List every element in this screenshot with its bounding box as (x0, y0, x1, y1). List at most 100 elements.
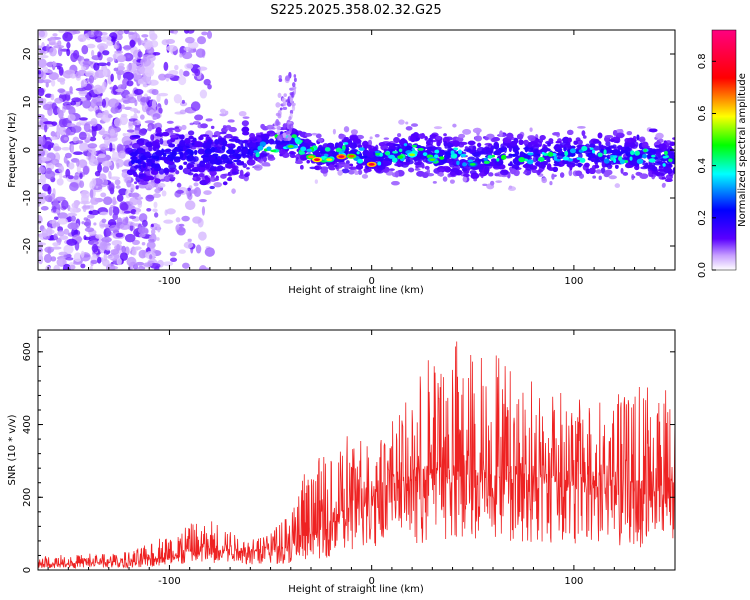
noise-blob (110, 106, 119, 114)
spectral-blob (452, 140, 460, 147)
noise-blob (193, 182, 199, 187)
spectral-blob (184, 138, 191, 144)
spectral-blob (482, 183, 488, 187)
noise-blob (38, 156, 46, 164)
noise-blob (101, 218, 107, 224)
noise-blob (129, 39, 136, 48)
noise-blob (61, 147, 71, 151)
spectrogram-y-tick-label: -20 (22, 238, 33, 254)
spectral-blob (238, 110, 247, 117)
noise-blob (140, 57, 152, 67)
spectral-blob (312, 151, 320, 157)
noise-blob (38, 54, 49, 59)
spectral-blob (146, 162, 152, 167)
noise-blob (97, 163, 102, 173)
spectral-blob (553, 145, 562, 151)
spectral-blob (437, 168, 445, 172)
noise-blob (183, 46, 192, 52)
spectral-blob (205, 118, 213, 122)
noise-blob (153, 201, 158, 209)
spectral-blob (509, 141, 518, 147)
spectral-blob-strong (487, 154, 493, 159)
noise-blob (73, 261, 83, 265)
colorbar-tick-label: 0.4 (697, 158, 708, 174)
spectral-blob (562, 136, 570, 144)
spectral-blob-strong (642, 153, 648, 159)
spectral-blob (209, 170, 217, 176)
spectral-blob-strong (377, 161, 382, 166)
noise-blob (40, 206, 49, 211)
spectral-plume (282, 106, 288, 110)
noise-blob (109, 128, 116, 136)
spectral-blob (605, 140, 611, 147)
spectral-blob (169, 176, 176, 181)
colorbar-tick-label: 0.2 (697, 210, 708, 226)
noise-blob (57, 88, 66, 93)
spectral-blob-strong (255, 152, 260, 158)
spectral-blob (192, 156, 199, 162)
noise-blob (187, 192, 193, 201)
spectral-blob (326, 142, 335, 148)
spectral-blob (555, 140, 562, 144)
noise-blob (186, 30, 195, 34)
spectral-blob (317, 138, 324, 143)
noise-blob (89, 136, 97, 142)
noise-blob (103, 196, 113, 205)
spectral-blob-strong (356, 151, 360, 155)
spectral-blob (658, 143, 667, 150)
spectrogram-y-tick-label: -10 (22, 190, 33, 206)
noise-blob (109, 224, 120, 232)
spectral-blob (189, 169, 199, 172)
spectral-blob-strong (541, 151, 545, 155)
noise-blob (157, 183, 166, 188)
noise-blob (93, 84, 103, 95)
noise-blob (206, 30, 213, 39)
spectral-blob (531, 169, 538, 174)
spectral-blob (435, 135, 442, 140)
spectral-plume (288, 116, 292, 121)
noise-blob (163, 61, 169, 72)
spectral-peak (287, 145, 294, 148)
spectral-blob (415, 165, 419, 169)
spectral-blob (168, 143, 176, 148)
spectral-blob (248, 142, 257, 148)
noise-blob (51, 218, 58, 229)
noise-blob (158, 107, 163, 114)
noise-blob (128, 118, 138, 122)
spectral-blob-strong (467, 159, 474, 163)
noise-blob (63, 244, 74, 255)
spectral-blob (328, 164, 335, 170)
spectral-blob-strong (270, 149, 277, 153)
colorbar: 0.0 0.2 0.4 0.6 0.8 Normalized spectral ampl… (697, 29, 748, 278)
spectral-blob (499, 130, 503, 138)
noise-blob (48, 47, 57, 57)
spectral-blob (641, 141, 649, 149)
spectral-blob (214, 139, 220, 145)
noise-blob (148, 79, 159, 86)
noise-blob (76, 121, 82, 127)
spectral-blob (639, 173, 649, 179)
spectral-blob-strong (374, 150, 380, 154)
noise-blob (157, 224, 161, 233)
spectral-plume (279, 107, 283, 111)
spectral-blob-strong (483, 157, 489, 162)
spectral-blob (197, 148, 205, 155)
spectral-plume (285, 75, 291, 82)
spectral-blob (267, 154, 274, 159)
spectral-blob (626, 131, 633, 136)
spectral-blob (608, 145, 615, 149)
noise-blob (79, 173, 83, 180)
spectral-blob-strong (306, 148, 313, 152)
spectral-blob-strong (491, 154, 496, 158)
noise-blob (97, 153, 106, 159)
noise-blob (132, 264, 139, 270)
spectral-plume (289, 97, 294, 104)
spectral-peak (469, 163, 476, 166)
spectral-plume (287, 134, 292, 141)
spectral-plume (277, 92, 282, 98)
noise-blob (197, 66, 208, 71)
noise-blob (187, 238, 192, 243)
noise-blob (38, 78, 45, 84)
noise-blob (135, 261, 145, 266)
